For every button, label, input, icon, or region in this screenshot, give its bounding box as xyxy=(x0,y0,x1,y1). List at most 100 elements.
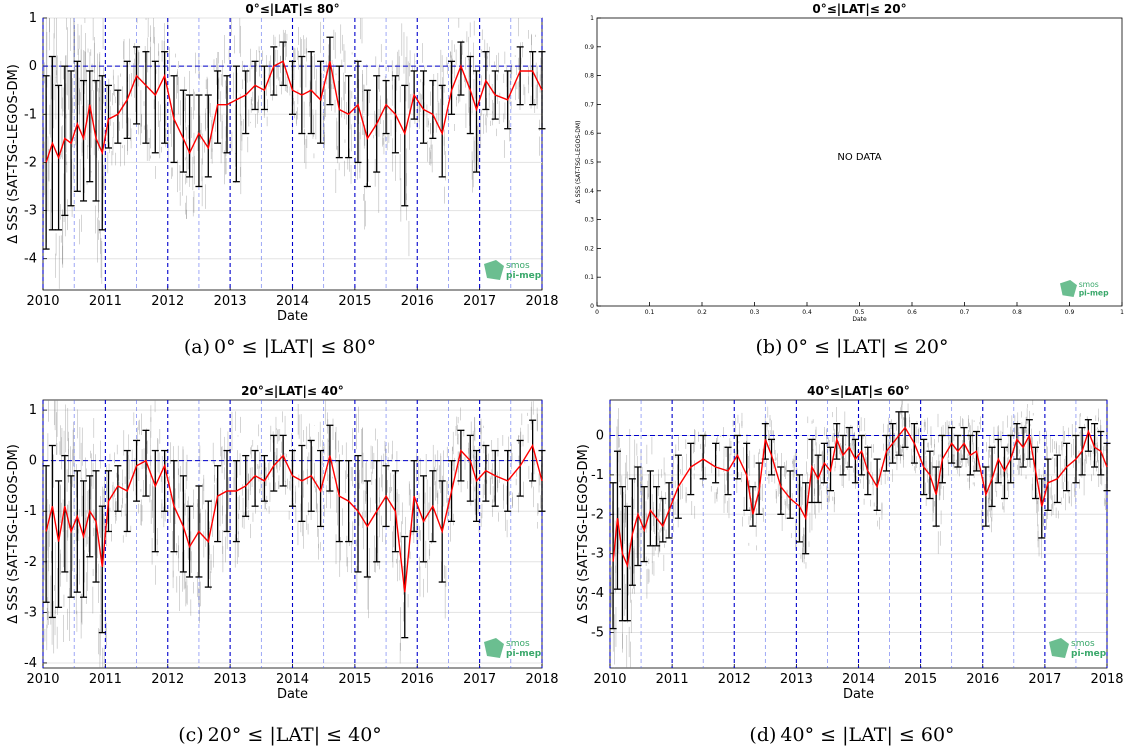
mean-line xyxy=(45,443,543,593)
x-tick-label: 2016 xyxy=(966,672,999,687)
chart-panel-a: 0°≤|LAT|≤ 80° 2010 2011 2012 2013 2014 2015 201… xyxy=(0,0,560,330)
x-axis-label: Date xyxy=(843,687,874,702)
scatter-cloud xyxy=(43,18,543,289)
x-tick-label: 2016 xyxy=(401,672,434,687)
y-axis-label: Δ SSS (SAT-TSG-LEGOS-DM) xyxy=(576,444,591,624)
y-tick-label: 0.6 xyxy=(584,130,594,137)
y-tick-label: 0 xyxy=(590,303,594,310)
y-tick-label: -5 xyxy=(591,626,604,641)
x-tick-label: 2013 xyxy=(214,294,247,309)
x-tick-label: 2015 xyxy=(338,672,371,687)
logo-text-1: smos xyxy=(1079,280,1099,289)
y-tick-label: 0.8 xyxy=(584,73,594,80)
x-tick-label: 2010 xyxy=(26,294,59,309)
logo-mark xyxy=(1049,638,1069,658)
caption-a-label: (a) xyxy=(183,336,211,358)
logo-mark xyxy=(1060,280,1077,297)
y-tick-label: -2 xyxy=(24,555,37,570)
caption-a: (a) 0° ≤ |LAT| ≤ 80° xyxy=(120,336,440,358)
y-tick-label: 1 xyxy=(29,11,37,26)
chart-title: 40°≤|LAT|≤ 60° xyxy=(807,384,910,398)
caption-c-label: (c) xyxy=(178,724,204,746)
x-tick-label: 2010 xyxy=(593,672,626,687)
x-axis-label: Date xyxy=(277,687,308,702)
logo-text-2: pi-mep xyxy=(1071,649,1107,659)
x-tick-label: 0.3 xyxy=(750,309,760,316)
x-tick-label: 2015 xyxy=(338,294,371,309)
x-tick-label: 0.4 xyxy=(802,309,812,316)
caption-d-text: 40° ≤ |LAT| ≤ 60° xyxy=(780,724,955,746)
y-tick-label: 0.3 xyxy=(584,217,594,224)
chart-panel-c: 20°≤|LAT|≤ 40° 2010 2011 2012 2013 2014 2015 20… xyxy=(0,380,560,702)
chart-panel-b: 0°≤|LAT|≤ 20° 0 0.1 0.2 0.3 0.4 0.5 0.6 0.7 0.8 0.… xyxy=(570,0,1133,330)
chart-d-svg: 40°≤|LAT|≤ 60° 2010 2011 2012 2013 2014 2015 20… xyxy=(576,384,1124,702)
logo-text-1: smos xyxy=(506,639,530,649)
y-tick-label: 0.1 xyxy=(584,274,594,281)
logo-mark xyxy=(484,260,504,280)
chart-panel-d: 40°≤|LAT|≤ 60° 2010 2011 2012 2013 2014 2015 20… xyxy=(570,380,1133,702)
y-tick-label: -3 xyxy=(24,204,37,219)
y-tick-label: 0.5 xyxy=(584,159,594,166)
caption-c: (c) 20° ≤ |LAT| ≤ 40° xyxy=(110,724,450,746)
y-tick-label: -1 xyxy=(24,107,37,122)
y-tick-label: 0 xyxy=(29,454,37,469)
x-tick-label: 0.7 xyxy=(960,309,970,316)
logo-text-2: pi-mep xyxy=(506,649,542,659)
y-axis-label: Δ SSS (SAT-TSG-LEGOS-DM) xyxy=(6,444,21,624)
y-axis-label: Δ SSS (SAT-TSG-LEGOS-DM) xyxy=(575,121,582,204)
caption-c-text: 20° ≤ |LAT| ≤ 40° xyxy=(207,724,382,746)
caption-a-text: 0° ≤ |LAT| ≤ 80° xyxy=(214,336,377,358)
chart-b-svg: 0°≤|LAT|≤ 20° 0 0.1 0.2 0.3 0.4 0.5 0.6 0.7 0.8 0.… xyxy=(575,2,1124,323)
x-tick-label: 2011 xyxy=(656,672,689,687)
caption-b: (b) 0° ≤ |LAT| ≤ 20° xyxy=(692,336,1012,358)
y-tick-label: 1 xyxy=(29,403,37,418)
y-tick-label: 0.9 xyxy=(584,44,594,51)
y-tick-label: 0 xyxy=(29,59,37,74)
x-tick-label: 2018 xyxy=(525,294,558,309)
y-tick-label: 0 xyxy=(596,428,604,443)
x-tick-label: 0.8 xyxy=(1012,309,1022,316)
x-axis-label: Date xyxy=(852,316,867,323)
y-tick-label: -2 xyxy=(24,155,37,170)
x-tick-label: 2012 xyxy=(151,672,184,687)
chart-title: 0°≤|LAT|≤ 80° xyxy=(245,2,339,16)
logo-text-1: smos xyxy=(506,261,530,271)
mean-line xyxy=(45,60,543,163)
x-tick-label: 2017 xyxy=(463,672,496,687)
y-tick-label: 0.7 xyxy=(584,101,594,108)
x-axis-label: Date xyxy=(277,309,308,324)
x-tick-label: 2014 xyxy=(276,672,309,687)
x-tick-label: 2013 xyxy=(780,672,813,687)
y-tick-label: 0.4 xyxy=(584,188,594,195)
x-tick-label: 0 xyxy=(595,309,599,316)
x-tick-label: 2018 xyxy=(525,672,558,687)
y-tick-label: -4 xyxy=(24,656,37,671)
x-tick-label: 2016 xyxy=(401,294,434,309)
logo-text-2: pi-mep xyxy=(506,271,542,281)
x-tick-label: 2017 xyxy=(463,294,496,309)
caption-d-label: (d) xyxy=(749,724,777,746)
caption-d: (d) 40° ≤ |LAT| ≤ 60° xyxy=(682,724,1022,746)
x-tick-label: 2015 xyxy=(904,672,937,687)
mean-line xyxy=(612,426,1108,569)
y-tick-label: 1 xyxy=(590,15,594,22)
x-tick-label: 1 xyxy=(1120,309,1124,316)
no-data-text: NO DATA xyxy=(837,152,881,163)
chart-c-svg: 20°≤|LAT|≤ 40° 2010 2011 2012 2013 2014 2015 20… xyxy=(6,384,559,702)
x-tick-label: 2012 xyxy=(151,294,184,309)
y-tick-label: -2 xyxy=(591,507,604,522)
y-tick-label: -1 xyxy=(591,468,604,483)
y-tick-label: -4 xyxy=(24,252,37,267)
y-tick-label: 0.2 xyxy=(584,245,594,252)
x-tick-label: 0.6 xyxy=(907,309,917,316)
x-tick-label: 2017 xyxy=(1028,672,1061,687)
x-tick-label: 2010 xyxy=(26,672,59,687)
x-tick-label: 2011 xyxy=(89,672,122,687)
logo-text-2: pi-mep xyxy=(1079,288,1109,297)
x-tick-label: 2012 xyxy=(718,672,751,687)
x-tick-label: 2013 xyxy=(214,672,247,687)
chart-title: 0°≤|LAT|≤ 20° xyxy=(812,2,906,16)
